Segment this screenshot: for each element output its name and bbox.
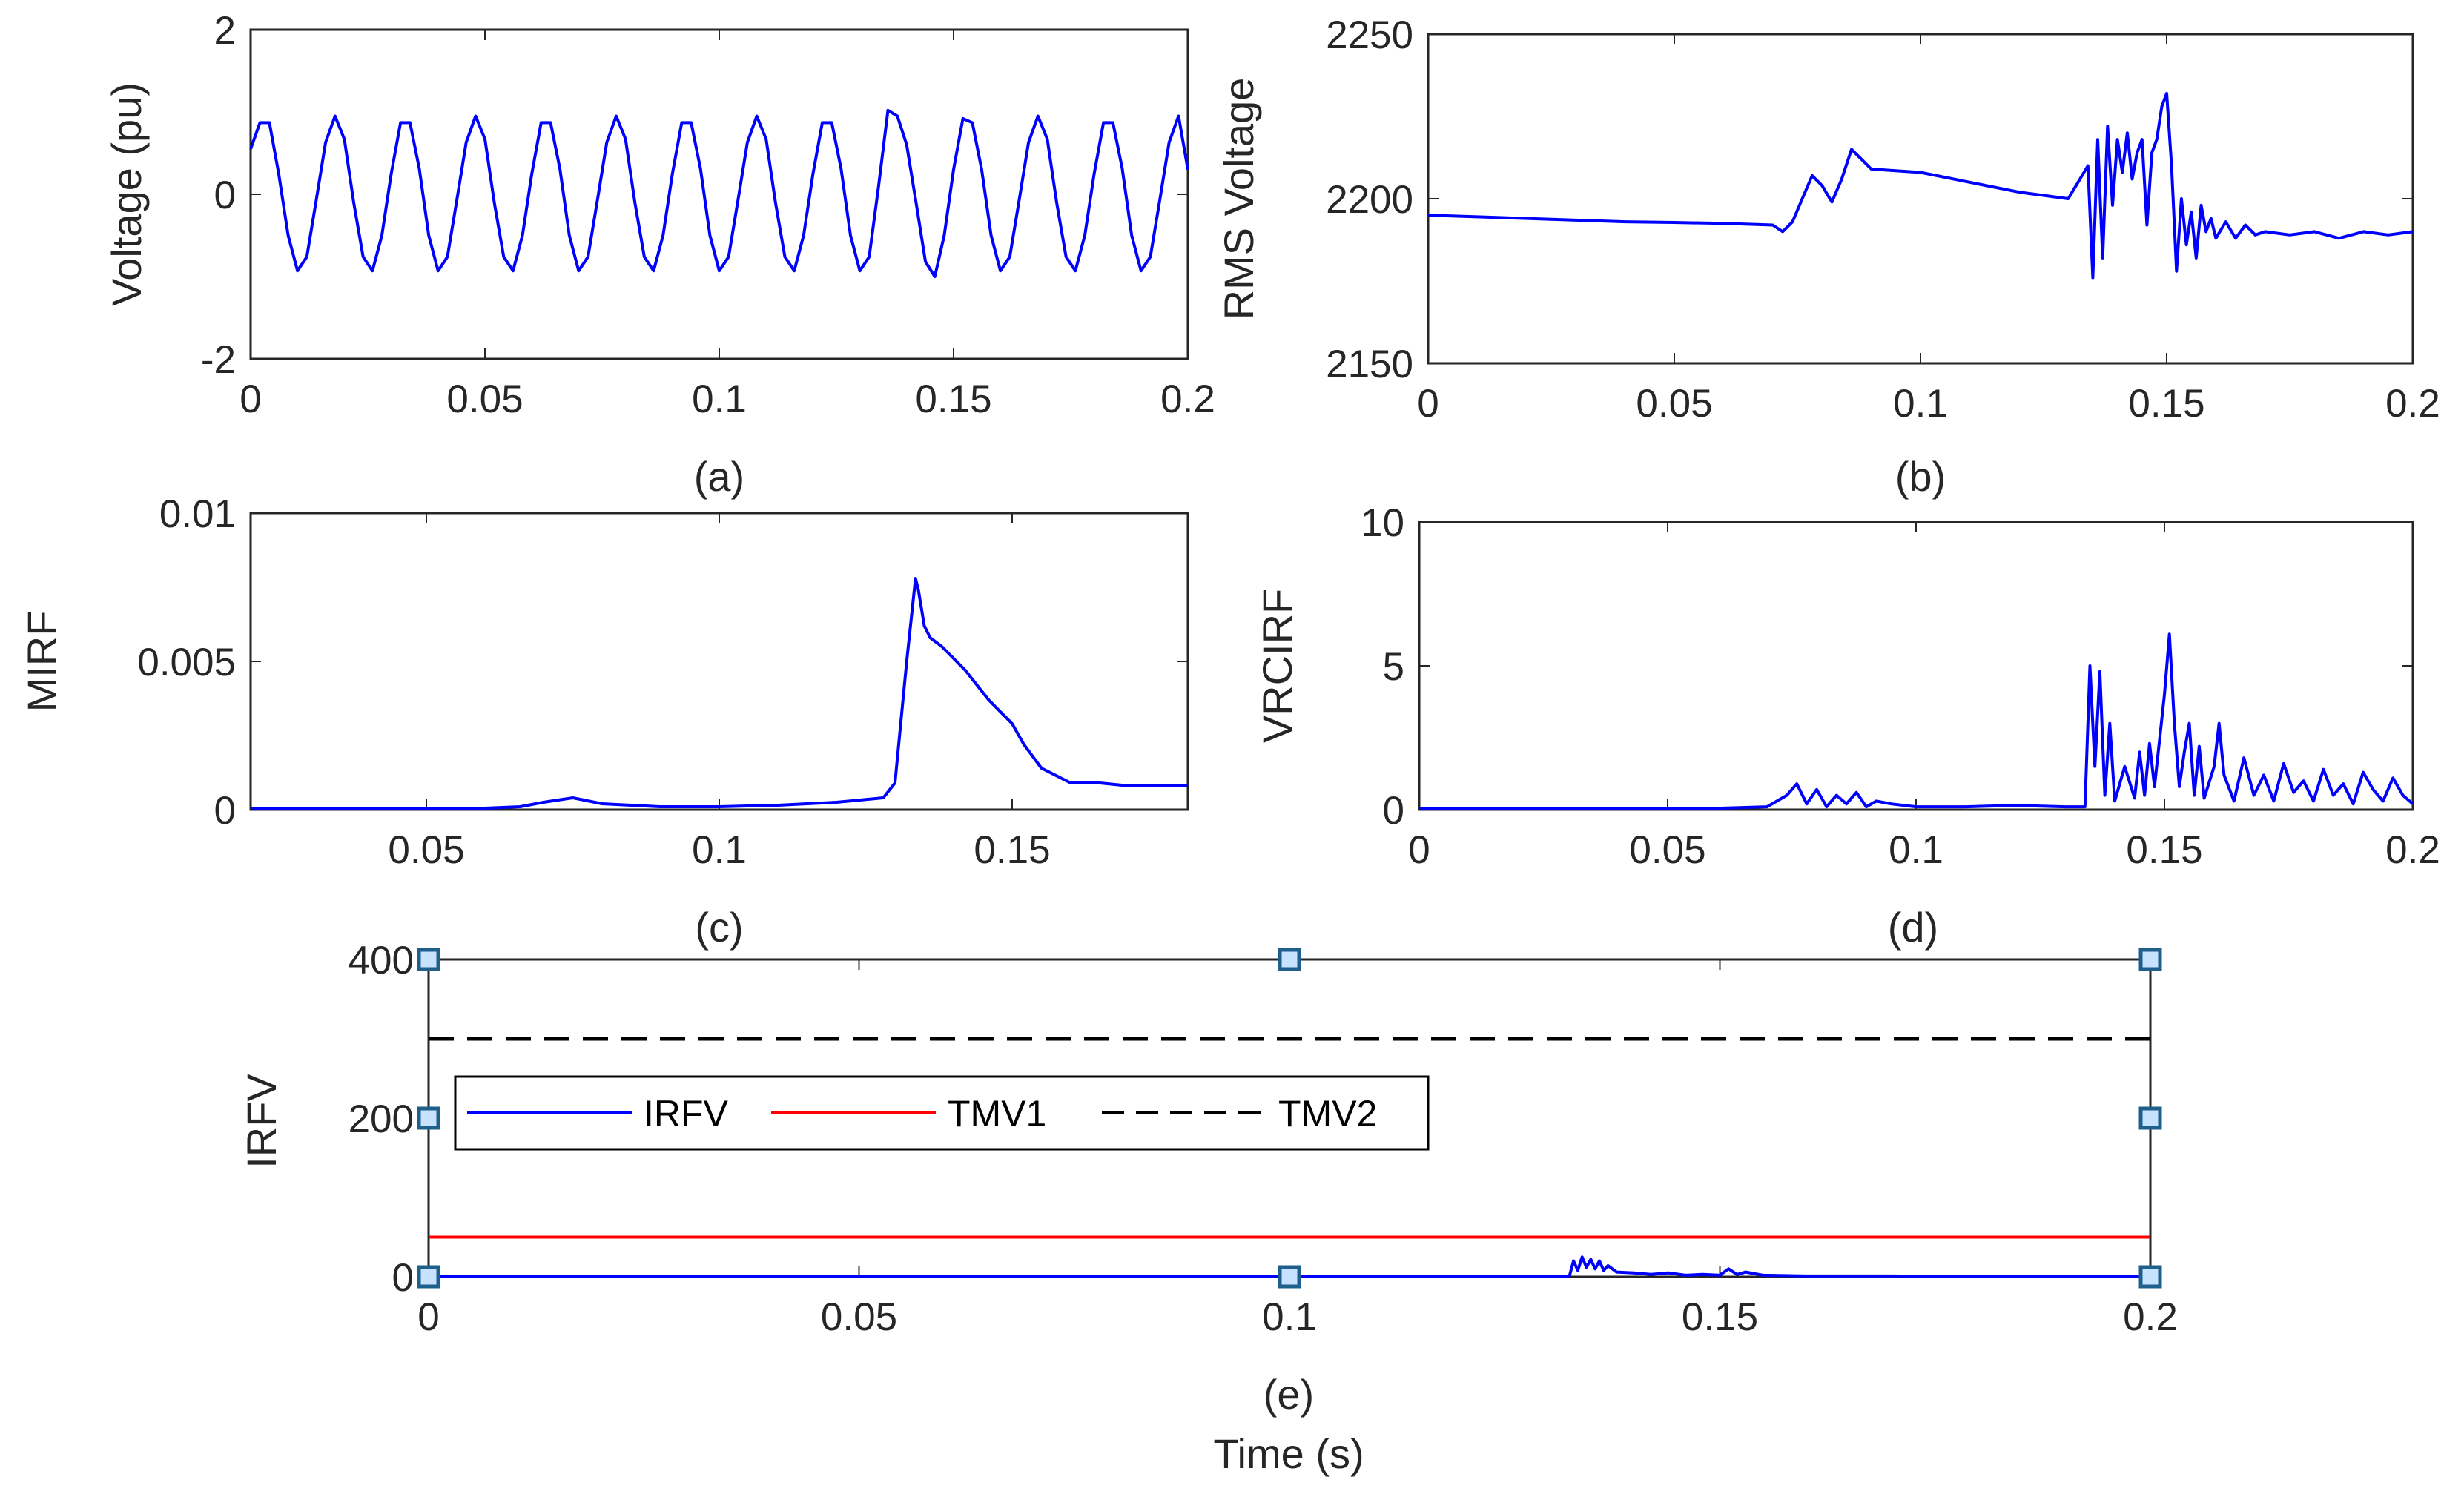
- panel-a-voltage: 0 0.05 0.1 0.15 0.2-202 Voltage (pu) (a): [103, 9, 1215, 500]
- panel-a-ylabel: Voltage (pu): [103, 82, 150, 306]
- panel-b-ytick-label: 2200: [1326, 178, 1413, 222]
- panel-e-frame-marker: [417, 948, 440, 971]
- panel-b-series-rms-voltage: [1427, 91, 2414, 280]
- panel-d-xtick-label: 0.1: [1889, 828, 1943, 872]
- panel-a-xtick-label: 0.2: [1160, 377, 1215, 421]
- panel-d-series-vrcirf: [1419, 632, 2414, 810]
- panel-c-series: [251, 577, 1188, 810]
- panel-b-xtick-label: 0.05: [1636, 382, 1712, 426]
- panel-a-series-voltage: [249, 108, 1189, 278]
- panel-e-xlabel: Time (s): [1213, 1430, 1364, 1477]
- panel-a-xtick-label: 0: [240, 377, 261, 421]
- panel-a-ticks: 0 0.05 0.1 0.15 0.2-202: [201, 9, 1215, 421]
- panel-e-xtick-label: 0.05: [821, 1295, 897, 1339]
- panel-e-series-irfv: [429, 1255, 2150, 1278]
- panel-e-markers: [417, 948, 2162, 1289]
- panel-a-caption: (a): [694, 453, 744, 500]
- panel-e-frame-marker: [2138, 1265, 2162, 1289]
- panel-b-ticks: 0 0.05 0.1 0.15 0.2 2150 2200 2250: [1326, 13, 2440, 426]
- panel-d-series: [1419, 632, 2414, 810]
- legend-label-tmv1: TMV1: [948, 1093, 1046, 1134]
- panel-d-xtick-label: 0.05: [1629, 828, 1705, 872]
- panel-c-ytick-label: 0: [214, 789, 236, 833]
- panel-b-xtick-label: 0.2: [2385, 382, 2440, 426]
- panel-b-ylabel: RMS Voltage: [1215, 78, 1262, 320]
- panel-d-ytick-label: 0: [1383, 789, 1404, 833]
- panel-d-xtick-label: 0.2: [2385, 828, 2440, 872]
- panel-b-xtick-label: 0: [1417, 382, 1439, 426]
- panel-e-frame-marker: [1278, 948, 1301, 971]
- panel-c-mirf: 0.05 0.1 0.15 0 0.005 0.01 MIRF (c): [19, 492, 1189, 951]
- legend: IRFV TMV1 TMV2: [454, 1075, 1430, 1151]
- panel-d-xtick-label: 0: [1408, 828, 1430, 872]
- panel-a-xtick-label: 0.1: [692, 377, 747, 421]
- panel-e-frame-marker: [2138, 948, 2162, 971]
- panel-b-ytick-label: 2150: [1326, 343, 1413, 386]
- panel-c-frame: [249, 512, 1189, 811]
- panel-e-xtick-label: 0.1: [1262, 1295, 1317, 1339]
- panel-d-frame: [1418, 521, 2414, 811]
- panel-a-frame: [249, 28, 1189, 360]
- panel-e-ytick-label: 400: [349, 939, 414, 982]
- panel-e-xtick-label: 0: [417, 1295, 439, 1339]
- panel-e-caption: (e): [1264, 1371, 1314, 1418]
- panel-a-series: [249, 108, 1189, 278]
- panel-e-ticks: 0 0.05 0.1 0.15 0.2 0 200 400: [349, 939, 2178, 1339]
- panel-e-ytick-label: 200: [349, 1097, 414, 1141]
- panel-d-vrcirf: 0 0.05 0.1 0.15 0.2 0 5 10 VRCIRF (d): [1254, 501, 2440, 951]
- panel-e-frame-marker: [1278, 1265, 1301, 1289]
- panel-b-caption: (b): [1895, 453, 1946, 500]
- panel-d-ticks: 0 0.05 0.1 0.15 0.2 0 5 10: [1361, 501, 2440, 872]
- panel-c-xtick-label: 0.15: [974, 828, 1050, 872]
- panel-e-irfv: 0 0.05 0.1 0.15 0.2 0 200 400 IRFV (e) Time (s)…: [238, 939, 2178, 1477]
- panel-c-series-mirf: [251, 577, 1188, 810]
- panel-e-xtick-label: 0.2: [2123, 1295, 2178, 1339]
- panel-d-caption: (d): [1888, 904, 1938, 951]
- panel-a-xtick-label: 0.15: [915, 377, 991, 421]
- legend-label-tmv2: TMV2: [1278, 1093, 1377, 1134]
- panel-a-ytick-label: -2: [201, 338, 236, 382]
- panel-b-series: [1427, 91, 2414, 280]
- panel-b-frame: [1427, 33, 2414, 365]
- panel-d-xtick-label: 0.15: [2126, 828, 2202, 872]
- panel-d-ytick-label: 5: [1383, 645, 1404, 689]
- panel-e-frame-marker: [417, 1265, 440, 1289]
- panel-d-ytick-label: 10: [1361, 501, 1404, 545]
- panel-e-ylabel: IRFV: [238, 1074, 285, 1169]
- panel-d-ylabel: VRCIRF: [1254, 589, 1301, 743]
- panel-b-xtick-label: 0.15: [2128, 382, 2204, 426]
- panel-c-ytick-label: 0.005: [137, 641, 236, 684]
- panel-e-series: [429, 1037, 2150, 1278]
- panel-c-ticks: 0.05 0.1 0.15 0 0.005 0.01: [137, 492, 1188, 872]
- panel-c-ylabel: MIRF: [19, 611, 65, 713]
- panel-c-caption: (c): [695, 904, 743, 951]
- panel-b-ytick-label: 2250: [1326, 13, 1413, 57]
- panel-e-ytick-label: 0: [392, 1256, 414, 1300]
- panel-e-frame-marker: [2138, 1106, 2162, 1130]
- panel-e-xtick-label: 0.15: [1682, 1295, 1758, 1339]
- legend-label-irfv: IRFV: [644, 1093, 729, 1134]
- panel-c-xtick-label: 0.1: [692, 828, 747, 872]
- panel-c-xtick-label: 0.05: [388, 828, 464, 872]
- panel-a-ytick-label: 0: [214, 174, 236, 217]
- panel-b-xtick-label: 0.1: [1893, 382, 1948, 426]
- panel-a-ytick-label: 2: [214, 9, 236, 53]
- panel-c-ytick-label: 0.01: [159, 492, 236, 536]
- panel-e-frame-marker: [417, 1106, 440, 1130]
- panel-a-xtick-label: 0.05: [446, 377, 523, 421]
